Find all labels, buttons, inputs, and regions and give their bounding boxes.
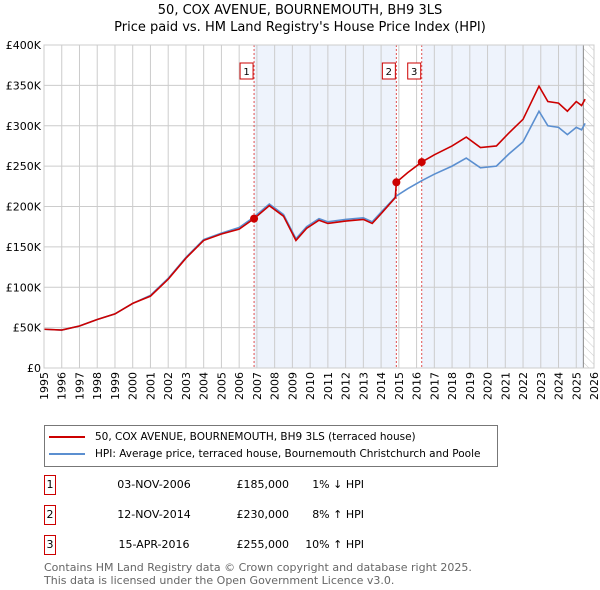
sale-label: 3 xyxy=(411,67,417,78)
footer: Contains HM Land Registry data © Crown c… xyxy=(44,561,472,587)
sale-price: £255,000 xyxy=(236,538,290,551)
sale-label: 2 xyxy=(386,67,392,78)
x-tick-label: 2016 xyxy=(411,372,424,400)
sale-date: 03-NOV-2006 xyxy=(117,478,191,491)
y-tick-label: £50K xyxy=(13,322,42,335)
legend-swatch-property xyxy=(49,436,85,438)
x-tick-label: 1997 xyxy=(73,372,86,400)
sale-label-box xyxy=(239,62,254,80)
sale-point xyxy=(417,158,426,167)
x-tick-label: 2020 xyxy=(482,372,495,400)
price-chart: 1995 1996 1997 1998 1999 2000 2001 2002 2003 2004… xyxy=(6,39,600,400)
x-tick-label: 2010 xyxy=(304,372,317,400)
x-tick-label: 2000 xyxy=(127,372,140,400)
x-tick-label: 2022 xyxy=(517,372,530,400)
x-tick-label: 2007 xyxy=(251,372,264,400)
x-tick-label: 2026 xyxy=(588,372,600,400)
y-tick-label: £250K xyxy=(6,160,42,173)
x-tick-label: 2013 xyxy=(357,372,370,400)
sale-label-box xyxy=(407,62,422,80)
x-tick-label: 2003 xyxy=(180,372,193,400)
y-tick-label: £150K xyxy=(6,241,42,254)
x-tick-label: 2017 xyxy=(428,372,441,400)
x-tick-label: 2018 xyxy=(446,372,459,400)
legend-label-property: 50, COX AVENUE, BOURNEMOUTH, BH9 3LS (te… xyxy=(95,431,416,443)
x-tick-label: 2015 xyxy=(393,372,406,400)
sale-marker: 2 xyxy=(44,505,56,525)
x-tick-label: 2008 xyxy=(269,372,282,400)
x-tick-label: 2011 xyxy=(322,372,335,400)
x-tick-label: 2006 xyxy=(233,372,246,400)
sale-label-box xyxy=(381,62,396,80)
x-tick-label: 2021 xyxy=(499,372,512,400)
x-tick-label: 2019 xyxy=(464,372,477,400)
sale-label: 1 xyxy=(243,67,249,78)
sale-row: 2 12-NOV-2014 £230,000 8% ↑ HPI xyxy=(44,505,464,525)
sale-hpi-diff: 10% ↑ HPI xyxy=(305,538,364,551)
y-tick-label: £100K xyxy=(6,281,42,294)
y-tick-label: £350K xyxy=(6,79,42,92)
sale-marker: 3 xyxy=(44,535,56,555)
sale-hpi-diff: 8% ↑ HPI xyxy=(312,508,364,521)
sale-marker: 1 xyxy=(44,475,56,495)
sale-date: 12-NOV-2014 xyxy=(117,508,191,521)
sale-price: £230,000 xyxy=(236,508,290,521)
x-tick-label: 2012 xyxy=(340,372,353,400)
x-tick-label: 2001 xyxy=(144,372,157,400)
sale-price: £185,000 xyxy=(236,478,290,491)
x-tick-label: 2014 xyxy=(375,372,388,400)
plot-border xyxy=(43,44,595,369)
y-tick-label: £300K xyxy=(6,120,42,133)
x-tick-label: 1995 xyxy=(38,372,51,400)
sale-point xyxy=(392,178,401,187)
x-tick-label: 2009 xyxy=(286,372,299,400)
footer-copyright: Contains HM Land Registry data © Crown c… xyxy=(44,561,472,574)
x-tick-label: 2005 xyxy=(215,372,228,400)
sale-point xyxy=(250,214,259,223)
footer-licence: This data is licensed under the Open Gov… xyxy=(44,574,395,587)
x-tick-label: 2004 xyxy=(198,372,211,400)
property-price-line xyxy=(43,84,586,331)
y-tick-label: £400K xyxy=(6,39,42,52)
legend: 50, COX AVENUE, BOURNEMOUTH, BH9 3LS (te… xyxy=(44,425,498,467)
legend-label-hpi: HPI: Average price, terraced house, Bour… xyxy=(95,448,481,460)
sale-row: 3 15-APR-2016 £255,000 10% ↑ HPI xyxy=(44,535,464,555)
chart-title: 50, COX AVENUE, BOURNEMOUTH, BH9 3LS xyxy=(157,3,443,18)
x-tick-label: 2002 xyxy=(162,372,175,400)
x-tick-label: 2025 xyxy=(570,372,583,400)
x-tick-label: 1998 xyxy=(91,372,104,400)
x-tick-label: 1996 xyxy=(56,372,69,400)
x-tick-label: 2023 xyxy=(535,372,548,400)
legend-swatch-hpi xyxy=(49,453,85,455)
y-tick-label: £200K xyxy=(6,201,42,214)
chart-subtitle: Price paid vs. HM Land Registry's House … xyxy=(114,20,486,35)
sale-hpi-diff: 1% ↓ HPI xyxy=(312,478,364,491)
x-tick-label: 2024 xyxy=(553,372,566,400)
x-tick-label: 1999 xyxy=(109,372,122,400)
sale-date: 15-APR-2016 xyxy=(118,538,190,551)
sale-row: 1 03-NOV-2006 £185,000 1% ↓ HPI xyxy=(44,475,464,495)
y-tick-label: £0 xyxy=(27,362,41,375)
